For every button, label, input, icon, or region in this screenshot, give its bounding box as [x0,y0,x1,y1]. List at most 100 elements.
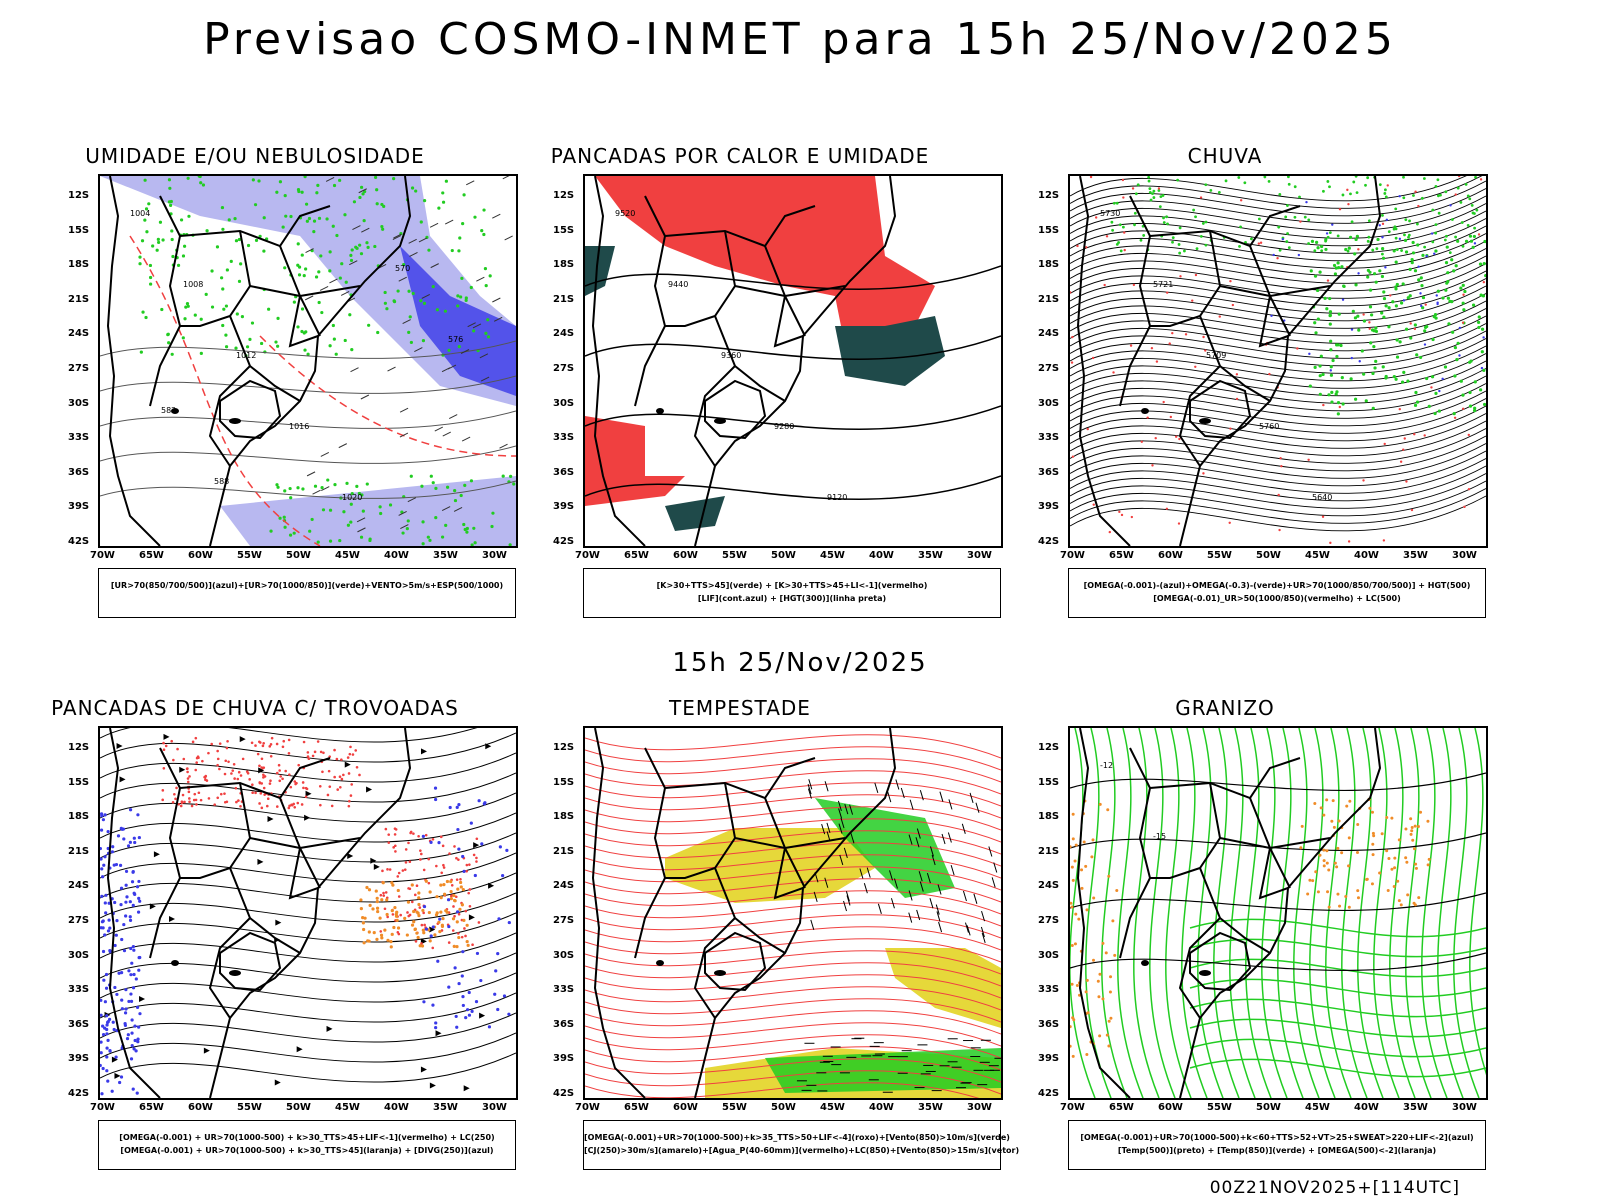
instability-red-dot [393,827,397,830]
humidity-green-dot [361,192,365,196]
divergence-blue-dot [104,972,109,977]
divergence-blue-dot [433,786,438,790]
omega-green-dot [1408,219,1411,223]
divergence-blue-dot [124,900,128,904]
instability-red-dot [457,932,460,935]
divergence-blue-dot [103,1026,107,1030]
divergence-blue-dot [101,1024,105,1028]
omega-contour [1070,345,1486,382]
omega-green-dot [1460,221,1464,224]
divergence-blue-dot [102,978,106,982]
omega-green-dot [1445,245,1449,249]
temp-850-contour [1325,728,1352,1098]
wind-vector [850,833,855,844]
divergence-blue-dot [111,1020,115,1024]
omega-contour [1070,360,1486,397]
instability-red-dot [224,759,228,763]
omega-red-dot [1092,503,1095,506]
instability-red-dot [316,740,320,743]
lon-tick-label: 55W [722,1102,747,1113]
omega-green-dot [1151,192,1154,196]
streamline [100,752,516,783]
omega-orange-dot [1327,868,1331,872]
omega-green-dot [1347,246,1351,250]
omega-orange-dot [1070,982,1074,986]
humidity-green-dot [288,533,293,537]
humidity-green-dot [343,338,347,343]
wind-vector [935,904,940,915]
omega-red-dot [1122,196,1125,199]
omega-red-dot [1151,464,1154,467]
omega-red-dot [1091,356,1095,360]
omega-green-dot [1366,239,1370,243]
humidity-green-dot [427,248,431,252]
omega-green-dot [1112,201,1116,205]
omega-green-dot [1413,269,1418,273]
omega-orange-dot [1404,827,1408,831]
humidity-green-dot [379,511,383,516]
omega-red-dot [1103,283,1106,287]
coastline [1076,728,1382,1098]
divergence-blue-dot [507,1012,511,1016]
instability-red-dot [351,753,355,756]
wind-vector [948,799,953,810]
instability-red-dot [288,773,291,776]
divergence-blue-dot [464,1016,468,1020]
instability-orange-dot [380,898,384,902]
omega-green-dot [1478,262,1483,266]
instability-red-dot [465,863,469,867]
instability-red-dot [188,797,191,800]
instability-red-dot [414,940,418,943]
omega-red-dot [1424,303,1427,306]
humidity-green-dot [221,227,225,231]
lat-tick-label: 39S [1038,1053,1060,1065]
omega-orange-dot [1370,810,1374,814]
lon-tick-label: 55W [237,550,262,561]
omega-green-dot [1421,253,1425,257]
instability-red-dot [234,786,238,790]
wind-arrow [460,349,470,354]
omega-orange-dot [1405,860,1409,864]
wind-vector [810,919,815,931]
humidity-green-dot [359,185,364,189]
streamline [100,952,516,983]
lat-tick-label: 15S [68,776,90,788]
humidity-green-dot [360,493,364,497]
instability-orange-dot [439,896,443,900]
omega-orange-dot [1070,1044,1072,1048]
omega-red-dot [1257,242,1261,245]
omega-green-dot [1286,204,1289,207]
instability-orange-dot [461,888,465,892]
omega-contour [1070,428,1486,464]
instability-red-dot [199,798,203,802]
pressure-contour [100,410,516,429]
divergence-blue-dot [120,971,124,975]
instability-red-dot [340,777,344,781]
instability-red-dot [381,869,384,873]
jet-stream-area [665,828,875,903]
streamline-850 [585,926,1001,951]
omega-green-dot [1368,288,1373,292]
instability-red-dot [181,793,185,797]
omega-green-dot [1237,176,1241,179]
divergence-blue-dot [105,1046,109,1050]
omega-red-dot [1108,530,1111,534]
instability-orange-dot [417,914,421,918]
omega-green-dot [1480,350,1484,354]
instability-red-dot [188,800,191,804]
instability-red-dot [197,791,201,795]
omega-green-dot [1371,248,1375,252]
omega-green-dot [1238,245,1241,248]
instability-red-dot [417,834,420,838]
legend-line: [OMEGA(-0.001) + UR>70(1000-500) + k>30_… [120,1146,494,1155]
instability-area-teal [665,496,725,531]
humidity-green-dot [313,484,318,488]
omega-red-dot [1094,216,1098,219]
humidity-green-dot [276,485,280,489]
omega-blue-dot [1449,204,1452,207]
temp-850-contour [1405,728,1432,1098]
streamline-arrow [344,761,351,768]
omega-red-dot [1239,199,1243,202]
humidity-green-dot [431,284,435,289]
divergence-blue-dot [120,1007,124,1011]
